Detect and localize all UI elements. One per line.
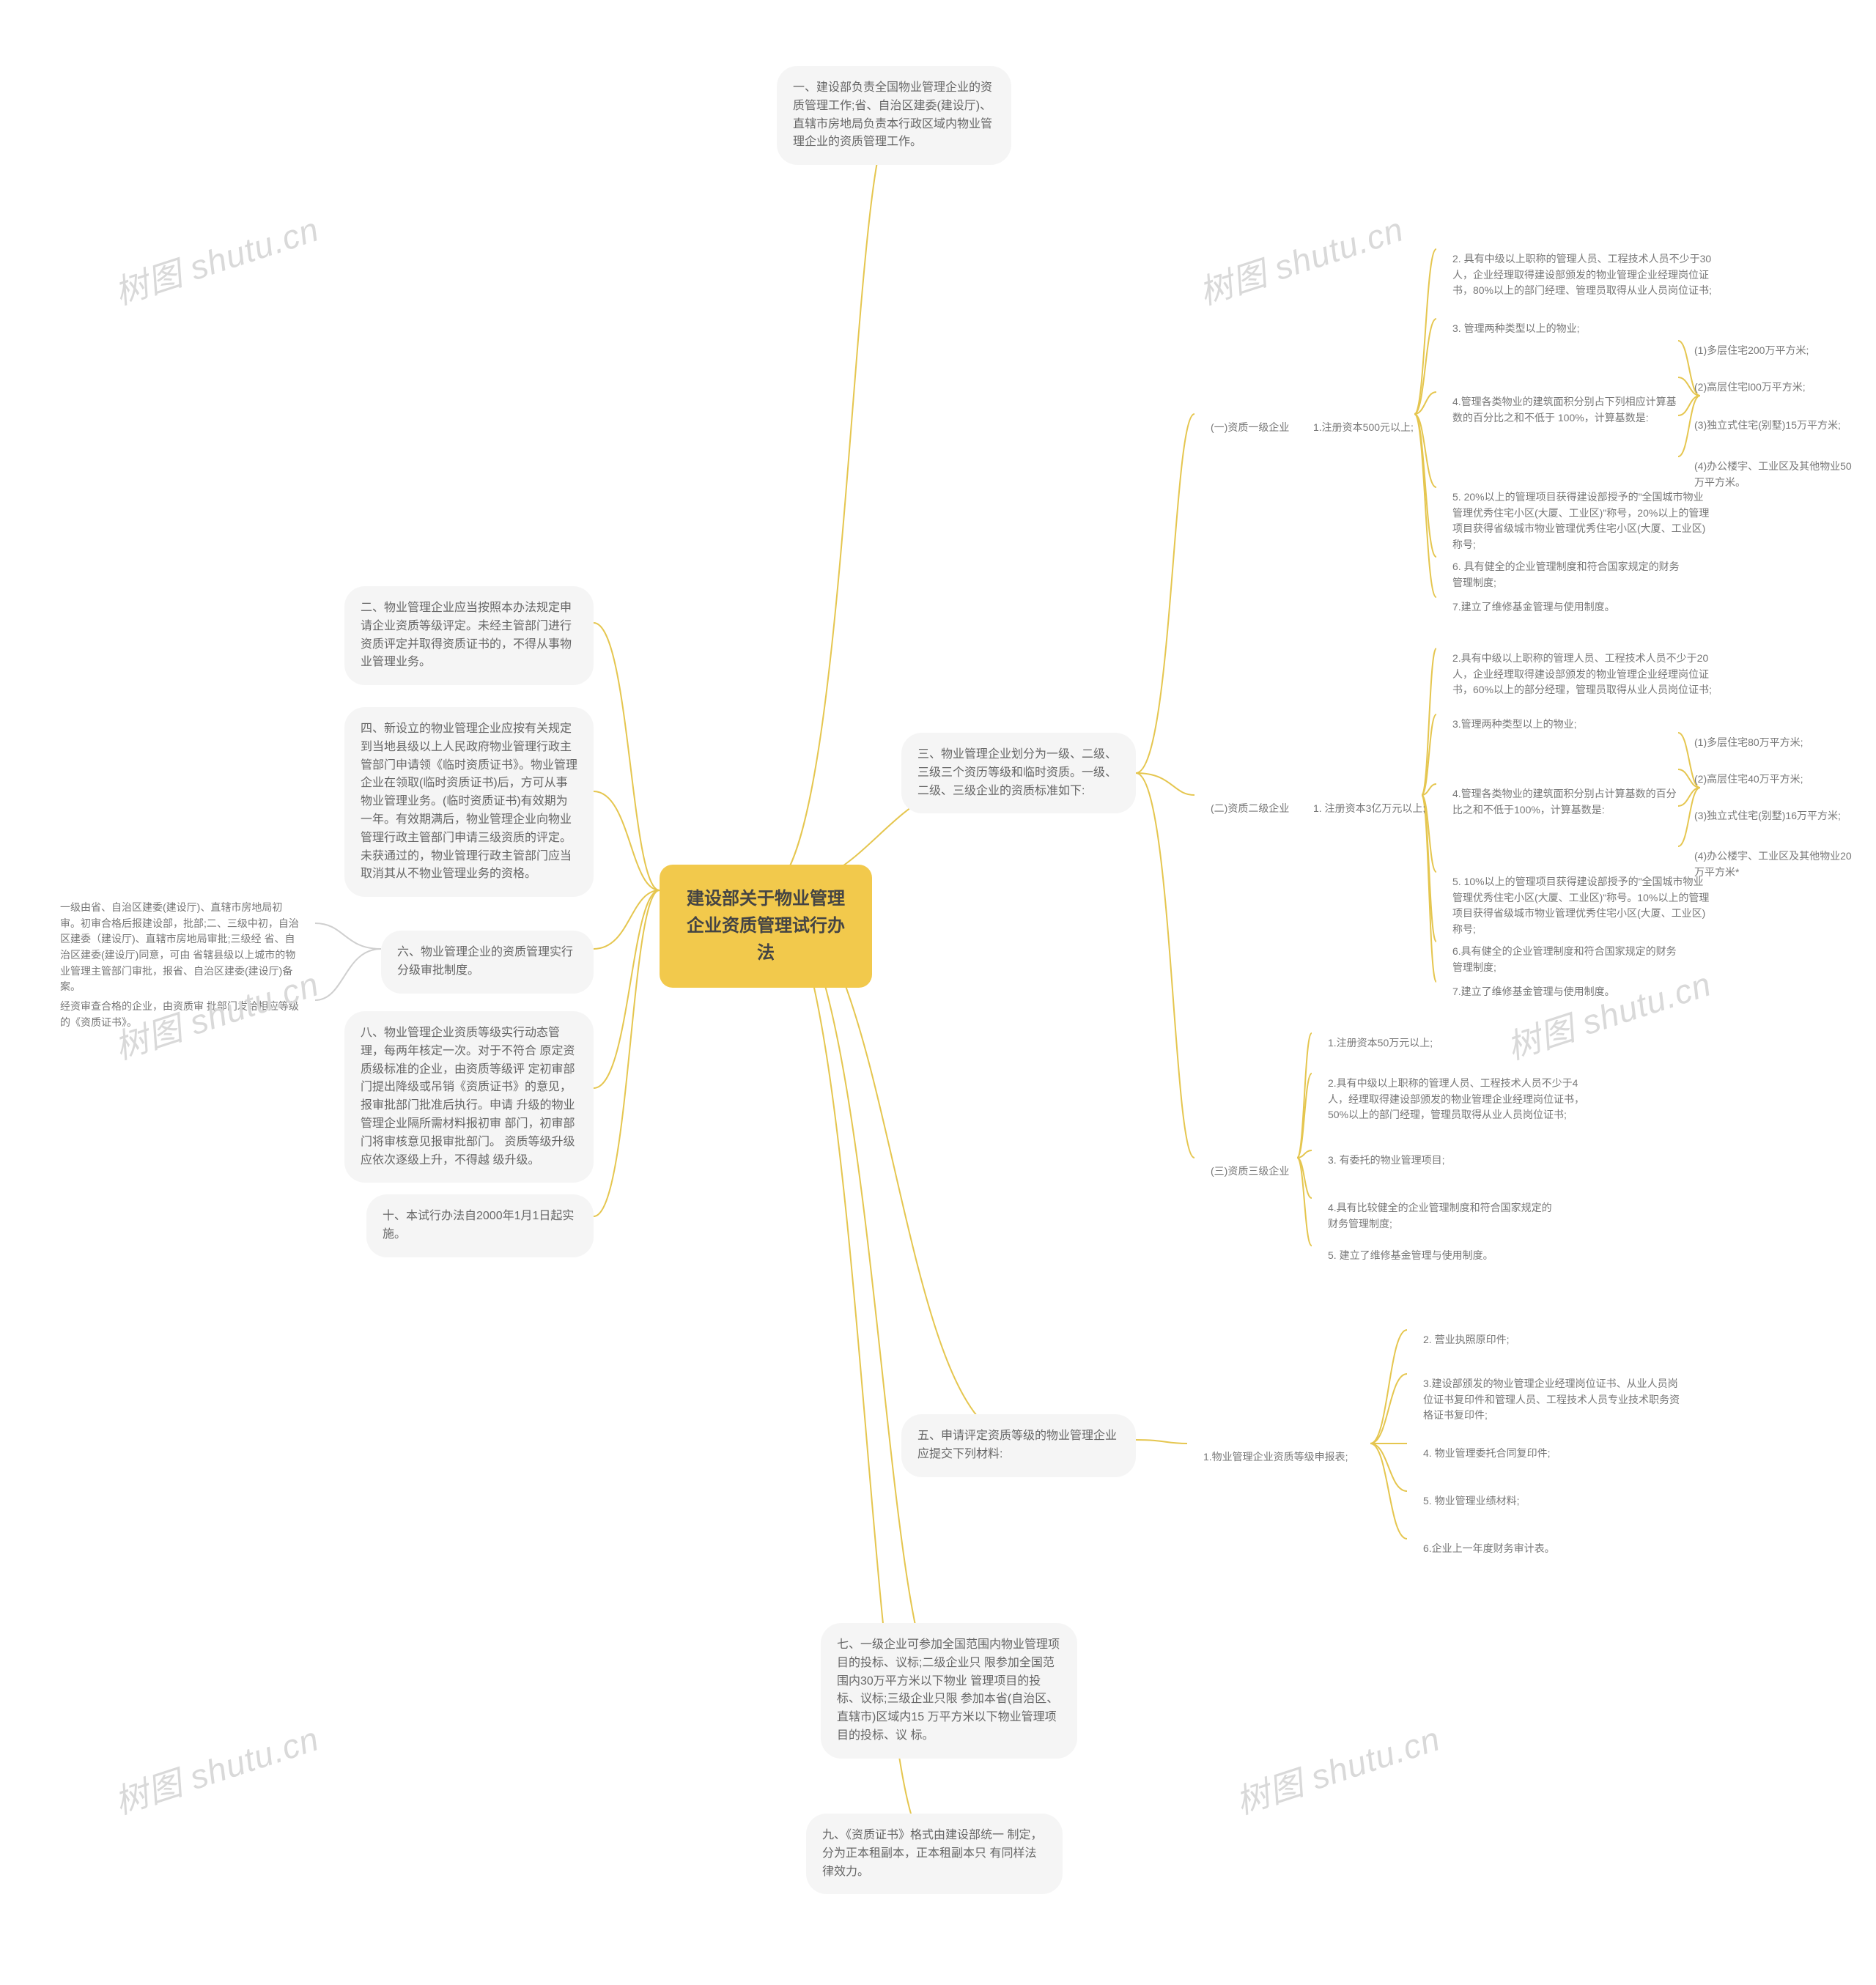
g3-g3_2: 2.具有中级以上职称的管理人员、工程技术人员不少于4人，经理取得建设部颁发的物业… — [1312, 1062, 1605, 1136]
edge — [594, 890, 660, 1216]
edge — [1414, 249, 1436, 414]
watermark: 树图 shutu.cn — [108, 1712, 325, 1824]
edge — [766, 890, 945, 1693]
right-r7: 七、一级企业可参加全国范围内物业管理项目的投标、议标;二级企业只 限参加全国范围… — [821, 1623, 1077, 1759]
g24-g2_4d: (4)办公楼宇、工业区及其他物业20万平方米* — [1678, 835, 1869, 893]
left-l2: 二、物业管理企业应当按照本办法规定申请企业资质等级评定。未经主管部门进行资质评定… — [344, 586, 594, 685]
g2-g2_3: 3.管理两种类型以上的物业; — [1436, 703, 1700, 746]
g2-g2_2: 2.具有中级以上职称的管理人员、工程技术人员不少于20人，企业经理取得建设部颁发… — [1436, 637, 1729, 711]
right-r5: 五、申请评定资质等级的物业管理企业应提交下列材料: — [901, 1414, 1136, 1477]
edge — [1370, 1374, 1407, 1444]
edge — [594, 791, 660, 890]
g1-g1_4: 4.管理各类物业的建筑面积分别占下列相应计算基数的百分比之和不低于 100%，计… — [1436, 381, 1700, 439]
g1-g1_3: 3. 管理两种类型以上的物业; — [1436, 308, 1700, 350]
left-l4: 四、新设立的物业管理企业应按有关规定到当地县级以上人民政府物业管理行政主管部门申… — [344, 707, 594, 897]
g14-g1_4c: (3)独立式住宅(别墅)15万平方米; — [1678, 404, 1869, 447]
g3-g3_1: 1.注册资本50万元以上; — [1312, 1022, 1576, 1065]
gh-g2: (二)资质二级企业 — [1194, 788, 1305, 830]
edge — [1370, 1444, 1407, 1491]
root-node: 建设部关于物业管理企业资质管理试行办法 — [660, 865, 872, 988]
r5-r5_6: 6.企业上一年度财务审计表。 — [1407, 1528, 1671, 1570]
edge — [1136, 1440, 1187, 1444]
edge — [1136, 414, 1194, 773]
edge — [766, 117, 894, 890]
r5-r5_4: 4. 物业管理委托合同复印件; — [1407, 1433, 1671, 1475]
edge — [1136, 773, 1194, 795]
edge — [315, 949, 381, 1000]
right-r9: 九、《资质证书》格式由建设部统一 制定，分为正本租副本，正本租副本只 有同样法律… — [806, 1814, 1063, 1894]
left-l10: 十、本试行办法自2000年1月1日起实施。 — [366, 1194, 594, 1257]
right-r3: 三、物业管理企业划分为一级、二级、三级三个资历等级和临时资质。一级、二级、三级企… — [901, 733, 1136, 813]
edge — [1136, 773, 1194, 1158]
edge — [1414, 319, 1436, 414]
g3-g3_3: 3. 有委托的物业管理项目; — [1312, 1139, 1576, 1182]
watermark: 树图 shutu.cn — [1229, 1712, 1446, 1824]
r5-r5_5: 5. 物业管理业绩材料; — [1407, 1480, 1671, 1523]
r5-r5_2: 2. 营业执照原印件; — [1407, 1319, 1671, 1361]
r5-head: 1.物业管理企业资质等级申报表; — [1187, 1436, 1364, 1479]
g14-g1_4d: (4)办公楼宇、工业区及其他物业50万平方米。 — [1678, 446, 1869, 503]
edge — [1370, 1330, 1407, 1444]
edge — [1370, 1444, 1407, 1539]
gh-g1: (一)资质一级企业 — [1194, 407, 1305, 449]
gh-g1a: 1.注册资本500元以上; — [1297, 407, 1430, 449]
g2-g2_4: 4.管理各类物业的建筑面积分别占计算基数的百分比之和不低于100%，计算基数是: — [1436, 773, 1700, 831]
gh-g3: (三)资质三级企业 — [1194, 1150, 1305, 1193]
leftnote-l6b: 经资审查合格的企业，由资质审 批部门发给相应等级的《资质证书》。 — [44, 986, 315, 1043]
g1-g1_2: 2. 具有中级以上职称的管理人员、工程技术人员不少于30人，企业经理取得建设部颁… — [1436, 238, 1729, 312]
edge — [1422, 714, 1436, 795]
edge — [315, 923, 381, 949]
edge — [594, 890, 660, 949]
g14-g1_4b: (2)高层住宅l00万平方米; — [1678, 366, 1869, 409]
g24-g2_4c: (3)独立式住宅(别墅)16万平方米; — [1678, 795, 1869, 838]
right-r1: 一、建设部负责全国物业管理企业的资质管理工作;省、自治区建委(建设厅)、直辖市房… — [777, 66, 1011, 165]
g3-g3_5: 5. 建立了维修基金管理与使用制度。 — [1312, 1235, 1576, 1277]
left-l6: 六、物业管理企业的资质管理实行分级审批制度。 — [381, 931, 594, 994]
gh-g2a: 1. 注册资本3亿万元以上; — [1297, 788, 1441, 830]
watermark: 树图 shutu.cn — [108, 203, 325, 314]
watermark: 树图 shutu.cn — [1192, 203, 1409, 314]
g1-g1_7: 7.建立了维修基金管理与使用制度。 — [1436, 586, 1700, 629]
r5-r5_3: 3.建设部颁发的物业管理企业经理岗位证书、从业人员岗位证书复印件和管理人员、工程… — [1407, 1363, 1700, 1437]
edge — [1297, 1033, 1312, 1158]
g2-g2_7: 7.建立了维修基金管理与使用制度。 — [1436, 971, 1700, 1013]
edge — [594, 890, 660, 1088]
edge — [1422, 648, 1436, 795]
left-l8: 八、物业管理企业资质等级实行动态管理，每两年核定一次。对于不符合 原定资质级标准… — [344, 1011, 594, 1183]
edge — [594, 623, 660, 890]
edge — [1297, 1073, 1312, 1158]
